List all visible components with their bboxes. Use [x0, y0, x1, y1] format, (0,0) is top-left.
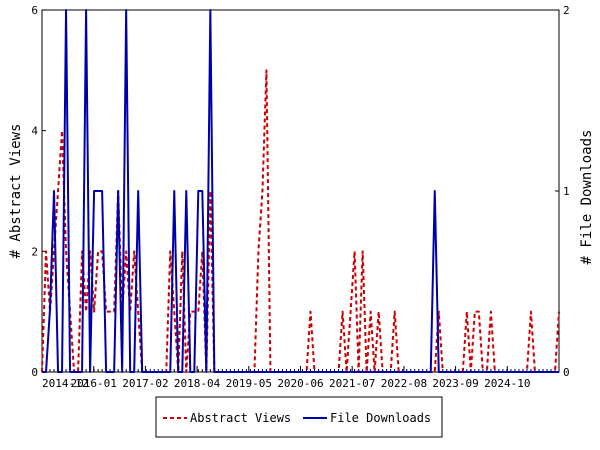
y-left-tick-labels: 0 2 4 6	[31, 4, 38, 379]
y-left-tick-label: 6	[31, 4, 38, 17]
y-left-tick-label: 0	[31, 366, 38, 379]
x-tick-label: 2021-07	[329, 377, 375, 390]
series-line-file-downloads	[42, 9, 559, 373]
series-layer	[41, 9, 560, 373]
y-left-tick-label: 4	[31, 125, 38, 138]
y-axis-right-title: # File Downloads	[579, 130, 595, 265]
y-right-tick-label: 1	[563, 185, 570, 198]
x-tick-label: 2019-05	[226, 377, 272, 390]
y-right-tick-label: 2	[563, 4, 570, 17]
y-right-tick-label: 0	[563, 366, 570, 379]
legend-label-file-downloads: File Downloads	[330, 411, 431, 425]
y-right-tick-labels: 0 1 2	[563, 4, 570, 379]
x-tick-label: 2022-08	[381, 377, 427, 390]
x-tick-label: 2020-06	[277, 377, 323, 390]
plot-area	[41, 9, 560, 373]
y-left-tick-label: 2	[31, 245, 38, 258]
x-tick-label: 2018-04	[174, 377, 221, 390]
legend-label-abstract-views: Abstract Views	[190, 411, 291, 425]
x-tick-label: 2023-09	[432, 377, 478, 390]
x-tick-label: 2014-12	[42, 377, 88, 390]
y-axis-left-title: # Abstract Views	[8, 124, 24, 259]
series-line-abstract-views	[41, 69, 560, 373]
x-tick-label: 2024-10	[484, 377, 530, 390]
legend: Abstract Views File Downloads	[155, 396, 443, 438]
x-tick-label: 2017-02	[122, 377, 168, 390]
x-tick-label: 2016-01	[71, 377, 117, 390]
legend-box	[155, 396, 443, 438]
